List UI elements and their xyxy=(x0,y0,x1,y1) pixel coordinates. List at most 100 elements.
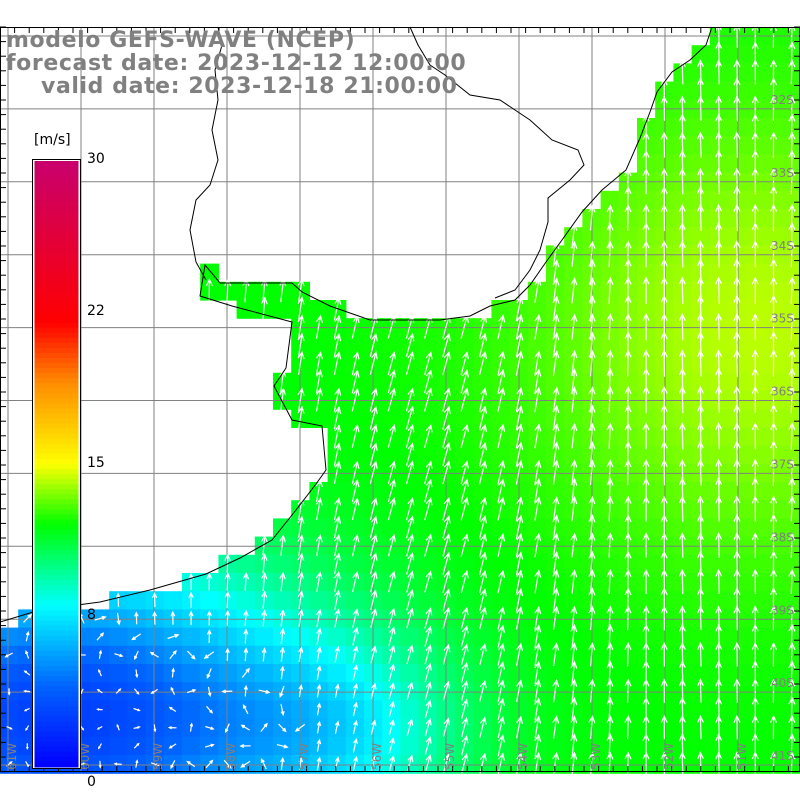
wind-arrow xyxy=(461,680,469,702)
colorbar-segment xyxy=(34,489,79,495)
wind-arrow xyxy=(770,714,778,740)
wind-arrow xyxy=(316,683,322,698)
coastline xyxy=(0,26,713,623)
lat-label: 36S xyxy=(771,385,794,399)
colorbar-segment xyxy=(34,585,79,591)
wind-arrow xyxy=(334,589,341,610)
speed-cell xyxy=(0,627,19,647)
colorbar-segment xyxy=(34,312,79,319)
wind-arrow xyxy=(387,424,397,448)
speed-cell xyxy=(746,336,765,356)
wind-arrow xyxy=(205,759,214,769)
wind-arrow xyxy=(6,726,13,730)
wind-arrow xyxy=(334,720,340,734)
wind-arrow xyxy=(570,349,578,377)
wind-arrow xyxy=(515,423,524,449)
wind-arrow xyxy=(405,332,415,357)
wind-arrow xyxy=(733,605,741,631)
wind-arrow xyxy=(497,350,506,376)
speed-cell xyxy=(618,372,638,392)
wind-arrow xyxy=(570,569,578,594)
wind-arrow xyxy=(351,478,360,503)
speed-cell xyxy=(728,664,747,683)
wind-arrow xyxy=(134,611,139,625)
colorbar-segment xyxy=(34,282,79,288)
colorbar-segment xyxy=(34,292,79,298)
colorbar-segment xyxy=(34,388,79,394)
speed-cell xyxy=(418,591,438,610)
wind-arrow xyxy=(479,643,487,666)
speed-cell xyxy=(637,518,656,538)
wind-arrow xyxy=(479,588,487,612)
colorbar-segment xyxy=(34,519,79,526)
lat-label: 40S xyxy=(771,676,794,690)
speed-cell xyxy=(673,190,693,210)
speed-cell xyxy=(491,591,511,610)
speed-cell xyxy=(709,591,729,610)
wind-arrow xyxy=(424,736,432,755)
speed-cell xyxy=(473,482,492,501)
speed-cell xyxy=(254,700,274,720)
colorbar-segment xyxy=(34,595,79,601)
wind-arrow xyxy=(479,533,487,557)
wind-arrow xyxy=(188,610,194,626)
speed-cell xyxy=(600,554,620,574)
wind-arrow xyxy=(570,532,578,558)
colorbar-segment xyxy=(34,721,79,728)
speed-cell xyxy=(746,81,765,101)
speed-cell xyxy=(728,227,747,246)
speed-cell xyxy=(273,554,292,574)
wind-arrow xyxy=(224,572,231,591)
speed-cell xyxy=(382,445,401,465)
wind-arrow xyxy=(352,570,360,593)
wind-arrow xyxy=(606,276,614,304)
wind-arrow xyxy=(788,167,796,195)
wind-arrow xyxy=(479,551,487,576)
wind-arrow xyxy=(297,552,305,574)
wind-arrow xyxy=(316,608,323,628)
wind-arrow xyxy=(570,642,578,667)
wind-arrow xyxy=(243,647,249,662)
wind-arrow xyxy=(171,667,175,678)
wind-arrow xyxy=(294,723,306,732)
wind-arrow xyxy=(260,571,268,592)
colorbar-segment xyxy=(34,418,79,425)
speed-cell xyxy=(728,118,747,137)
colorbar-segment xyxy=(34,251,79,258)
wind-arrow xyxy=(315,534,323,557)
wind-arrow xyxy=(7,688,11,696)
lat-label: 38S xyxy=(771,530,794,544)
wind-arrow xyxy=(516,715,524,739)
wind-arrow xyxy=(733,641,741,667)
speed-cell xyxy=(546,627,565,647)
wind-arrow xyxy=(168,743,177,749)
wind-arrow xyxy=(642,568,650,594)
speed-cell xyxy=(309,591,329,610)
wind-arrow xyxy=(206,629,212,643)
wind-arrow xyxy=(168,706,177,712)
wind-arrow xyxy=(387,460,397,485)
wind-arrow xyxy=(770,349,778,377)
wind-arrow xyxy=(715,276,723,304)
wind-arrow xyxy=(552,496,560,522)
wind-arrow xyxy=(333,387,342,412)
wind-arrow xyxy=(333,497,342,521)
wind-arrow xyxy=(153,724,157,733)
wind-arrow xyxy=(388,682,395,700)
wind-arrow xyxy=(186,760,196,768)
speed-cell xyxy=(309,554,329,574)
wind-arrow xyxy=(534,459,542,485)
colorbar-segment xyxy=(34,615,79,622)
speed-cell xyxy=(455,554,474,574)
colorbar-segment xyxy=(34,539,79,546)
colorbar-segment xyxy=(34,635,79,642)
wind-arrow xyxy=(534,350,542,376)
speed-cell xyxy=(109,664,128,683)
wind-arrow xyxy=(588,569,596,594)
colorbar-segment xyxy=(34,302,79,308)
wind-arrow xyxy=(770,131,778,158)
wind-arrow xyxy=(424,681,432,701)
speed-cell xyxy=(564,263,583,283)
lon-label: 55W xyxy=(443,743,457,770)
wind-arrow xyxy=(660,131,668,158)
